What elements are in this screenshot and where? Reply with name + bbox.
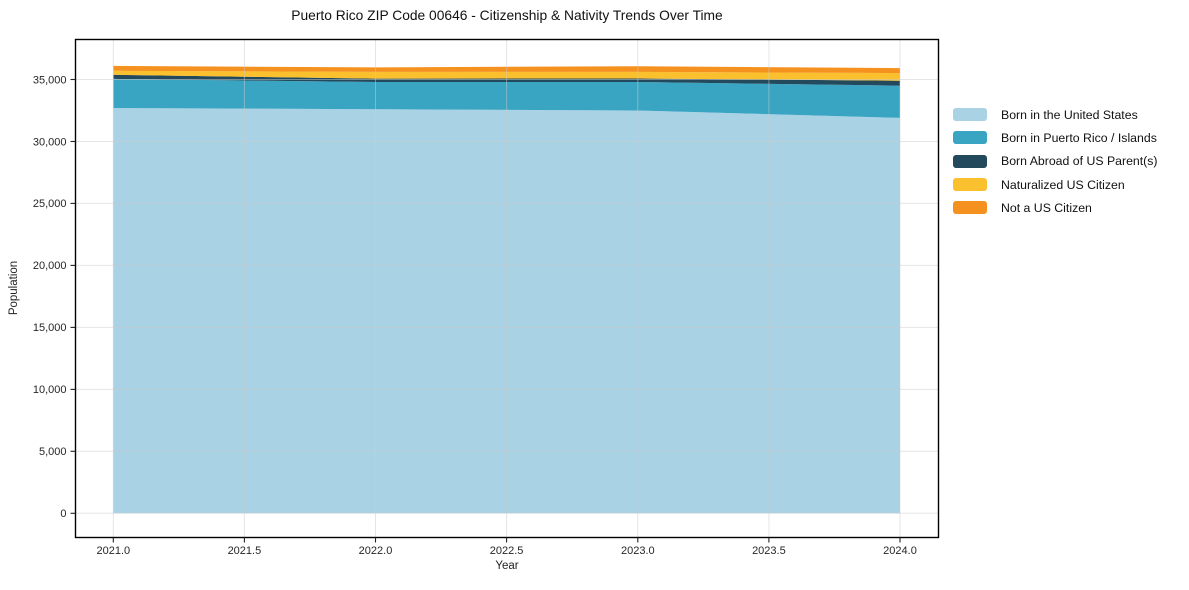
- legend-swatch-icon: [953, 108, 987, 122]
- y-tick-label: 30,000: [33, 136, 67, 148]
- y-tick-label: 20,000: [33, 260, 67, 272]
- y-tick-label: 0: [60, 508, 66, 520]
- y-axis-label: Population: [8, 260, 20, 316]
- legend-item-born-in-the-united-states: Born in the United States: [953, 103, 1158, 126]
- legend-label: Born Abroad of US Parent(s): [1001, 154, 1158, 169]
- legend-item-naturalized-us-citizen: Naturalized US Citizen: [953, 173, 1158, 196]
- axis-ticks: [70, 78, 901, 543]
- legend-label: Born in the United States: [1001, 107, 1138, 122]
- legend-item-not-a-us-citizen: Not a US Citizen: [953, 196, 1158, 219]
- x-tick-label: 2022.0: [359, 545, 393, 557]
- legend-swatch-icon: [953, 178, 987, 192]
- y-tick-label: 15,000: [33, 322, 67, 334]
- x-tick-label: 2021.5: [228, 545, 262, 557]
- chart-title: Puerto Rico ZIP Code 00646 - Citizenship…: [291, 8, 723, 23]
- y-tick-label: 10,000: [33, 384, 67, 396]
- legend-swatch-icon: [953, 201, 987, 215]
- x-tick-label: 2023.0: [621, 545, 655, 557]
- legend-item-born-abroad-of-us-parent-s: Born Abroad of US Parent(s): [953, 150, 1158, 173]
- legend-label: Not a US Citizen: [1001, 200, 1092, 215]
- x-tick-label: 2022.5: [490, 545, 524, 557]
- x-tick-label: 2023.5: [752, 545, 786, 557]
- legend-swatch-icon: [953, 154, 987, 168]
- tick-labels: 2021.0 2021.5 2022.0 2022.5 2023.0 2023.5 2024…: [33, 74, 917, 557]
- x-tick-label: 2021.0: [96, 545, 130, 557]
- x-tick-label: 2024.0: [883, 545, 917, 557]
- y-tick-label: 5,000: [39, 446, 67, 458]
- y-tick-label: 25,000: [33, 198, 67, 210]
- legend-item-born-in-puerto-rico-islands: Born in Puerto Rico / Islands: [953, 126, 1158, 149]
- y-tick-label: 35,000: [33, 74, 67, 86]
- x-axis-label: Year: [495, 560, 519, 572]
- legend-label: Born in Puerto Rico / Islands: [1001, 130, 1157, 145]
- legend: Born in the United States Born in Puerto …: [953, 103, 1158, 219]
- gridlines: [75, 39, 939, 538]
- legend-swatch-icon: [953, 131, 987, 145]
- legend-label: Naturalized US Citizen: [1001, 177, 1125, 192]
